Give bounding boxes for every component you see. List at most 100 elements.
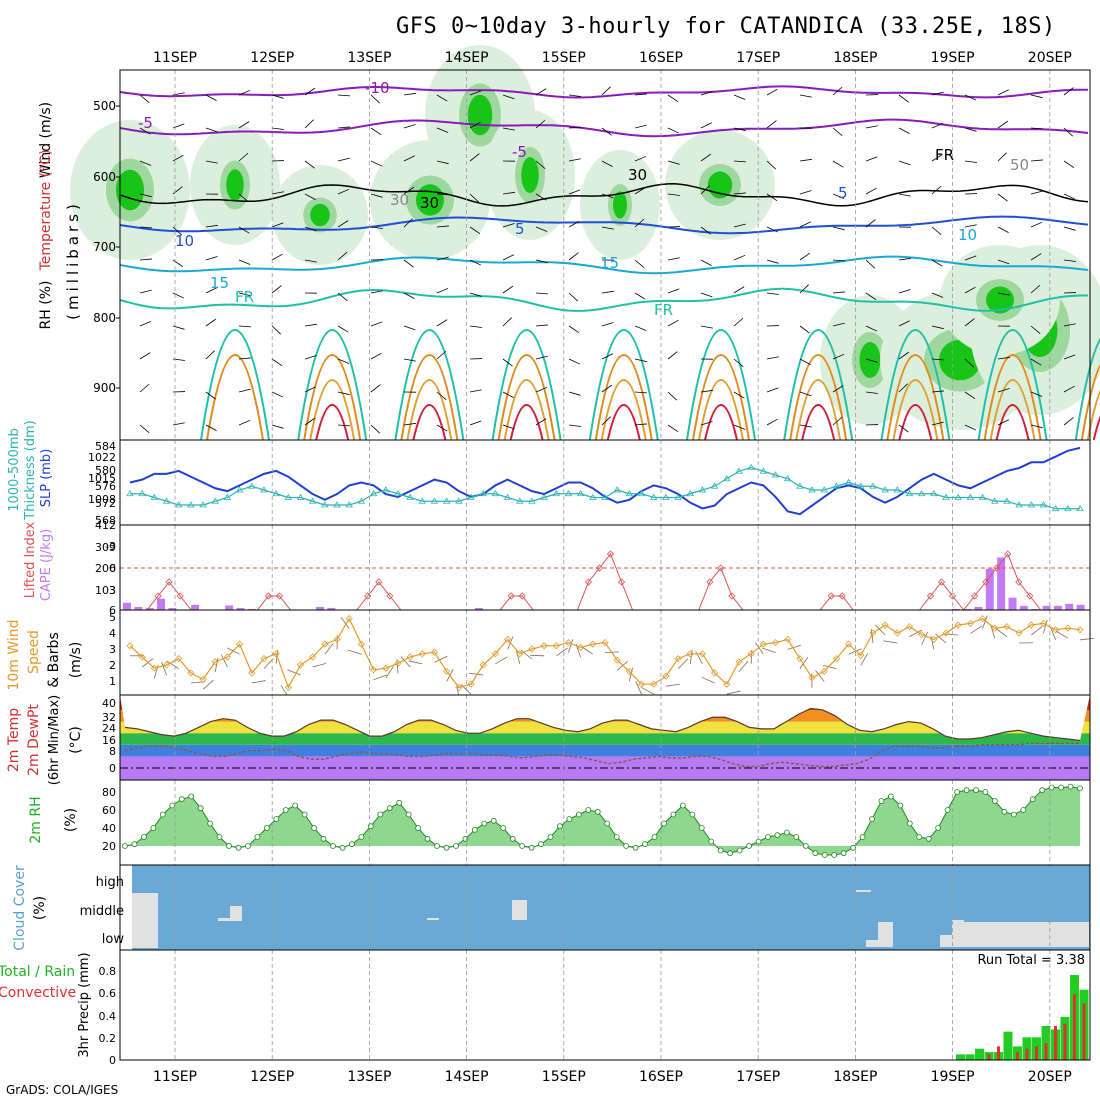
wind10m-marker bbox=[601, 639, 609, 647]
wind10m-barb bbox=[995, 628, 1008, 637]
wind-barb bbox=[667, 160, 680, 165]
rh2m-label: 2m RH bbox=[28, 796, 44, 843]
wind-barb bbox=[1030, 94, 1043, 99]
rh2m-panel bbox=[122, 783, 1083, 858]
temp-color-band bbox=[120, 721, 1090, 734]
wind-barb bbox=[898, 351, 910, 360]
rh2m-marker bbox=[557, 823, 563, 830]
wind10m-barb bbox=[166, 660, 179, 669]
wind-barb bbox=[139, 352, 151, 360]
cloud-cover-panel bbox=[132, 865, 1090, 950]
cape-bar bbox=[1042, 605, 1051, 610]
precip-tick-label: 0.4 bbox=[99, 1010, 117, 1023]
rh-shade-dark bbox=[521, 157, 539, 193]
wind-barb bbox=[205, 256, 218, 261]
wind-barb bbox=[898, 160, 911, 166]
wind10m-marker bbox=[808, 674, 816, 682]
top-date-label: 14SEP bbox=[445, 50, 489, 66]
wind10m-barb bbox=[434, 655, 448, 663]
wind-barb bbox=[799, 94, 812, 98]
precip-total-bar bbox=[965, 1054, 975, 1060]
li-marker bbox=[176, 592, 184, 600]
rh2m-marker bbox=[254, 834, 261, 840]
rh2m-marker bbox=[141, 834, 147, 840]
isotherm-minus-15 bbox=[119, 85, 1089, 99]
wind-barb bbox=[205, 224, 218, 228]
wind-barb bbox=[436, 193, 449, 196]
precip-convective-bar bbox=[1073, 994, 1076, 1060]
wind-barb bbox=[931, 185, 942, 195]
wind10m-marker bbox=[236, 640, 244, 648]
upper-air-panel: -10 -5 -5 5 5 10 10 15 15 FR FR FR 30 30 30 50 bbox=[70, 45, 1100, 441]
cape-bar bbox=[168, 607, 177, 610]
wind-barb bbox=[205, 350, 215, 360]
wind10m-barb bbox=[628, 667, 633, 682]
contour-label: -10 bbox=[365, 79, 390, 97]
wind-barb bbox=[337, 424, 350, 427]
wind-barb bbox=[799, 252, 811, 261]
rh2m-marker bbox=[623, 843, 630, 849]
wind-barb bbox=[436, 256, 449, 261]
wind-barb bbox=[997, 152, 1007, 162]
cape-bar bbox=[134, 606, 143, 610]
thickness-tick-label: 584 bbox=[95, 440, 116, 453]
top-date-label: 16SEP bbox=[639, 50, 683, 66]
rh2m-marker bbox=[585, 807, 592, 813]
wind-barb bbox=[370, 384, 381, 393]
thickness-marker bbox=[382, 486, 390, 493]
wind-barb bbox=[964, 255, 977, 261]
contour-label: 5 bbox=[515, 220, 525, 238]
rh2m-marker bbox=[925, 835, 932, 842]
cloud-cover-bar bbox=[952, 920, 964, 947]
wind-barb bbox=[964, 391, 976, 400]
wind-barb bbox=[1030, 190, 1043, 195]
wind-barb bbox=[766, 193, 778, 202]
bottom-date-label: 11SEP bbox=[153, 1069, 197, 1085]
thickness-marker bbox=[844, 478, 853, 485]
thickness-marker bbox=[345, 501, 353, 508]
thickness-marker bbox=[406, 493, 414, 500]
rh2m-marker bbox=[471, 826, 478, 833]
rh2m-marker bbox=[519, 843, 526, 849]
wind-barb bbox=[766, 387, 779, 393]
rh2m-marker bbox=[207, 820, 213, 827]
wind-barb bbox=[469, 90, 482, 96]
wind-barb bbox=[667, 351, 678, 360]
precip-tick-label: 0.6 bbox=[99, 987, 117, 1000]
wind-barb bbox=[568, 292, 579, 302]
wind10m-barb bbox=[990, 624, 996, 639]
wind10m-marker bbox=[954, 621, 962, 629]
wind-barb bbox=[304, 160, 315, 169]
wind-barb bbox=[1063, 417, 1074, 426]
wind10m-marker bbox=[516, 650, 524, 658]
rh2m-marker bbox=[878, 798, 885, 804]
contour-label: 10 bbox=[175, 232, 194, 250]
wind-barb bbox=[172, 292, 185, 299]
wind-barb bbox=[1063, 87, 1074, 96]
wind-barb bbox=[139, 193, 152, 198]
wind10m-marker bbox=[187, 669, 195, 677]
wind-barb bbox=[502, 285, 514, 294]
wind-barb bbox=[865, 156, 878, 162]
wind-barb bbox=[865, 219, 876, 228]
rh2m-marker bbox=[651, 834, 658, 840]
wind-barb bbox=[997, 193, 1008, 202]
thickness-marker bbox=[759, 467, 768, 474]
li-tick-label: -3 bbox=[105, 540, 116, 553]
temp2m-unit: (°C) bbox=[68, 726, 84, 754]
wind-barb bbox=[766, 418, 778, 426]
bottom-date-label: 15SEP bbox=[542, 1069, 586, 1085]
wind-barb bbox=[370, 321, 383, 327]
thickness-marker bbox=[394, 489, 402, 497]
wind10m-unit: (m/s) bbox=[68, 642, 84, 679]
wind-barb bbox=[502, 127, 515, 131]
rh2m-marker bbox=[698, 825, 705, 831]
wind-barb bbox=[667, 94, 679, 103]
wind-barb bbox=[634, 93, 647, 96]
wind10m-marker bbox=[711, 669, 719, 677]
wind-barb bbox=[634, 155, 647, 162]
cape-label: CAPE (J/kg) bbox=[39, 529, 54, 601]
wind-barb bbox=[271, 127, 284, 130]
wind10m-barb bbox=[1031, 626, 1043, 636]
